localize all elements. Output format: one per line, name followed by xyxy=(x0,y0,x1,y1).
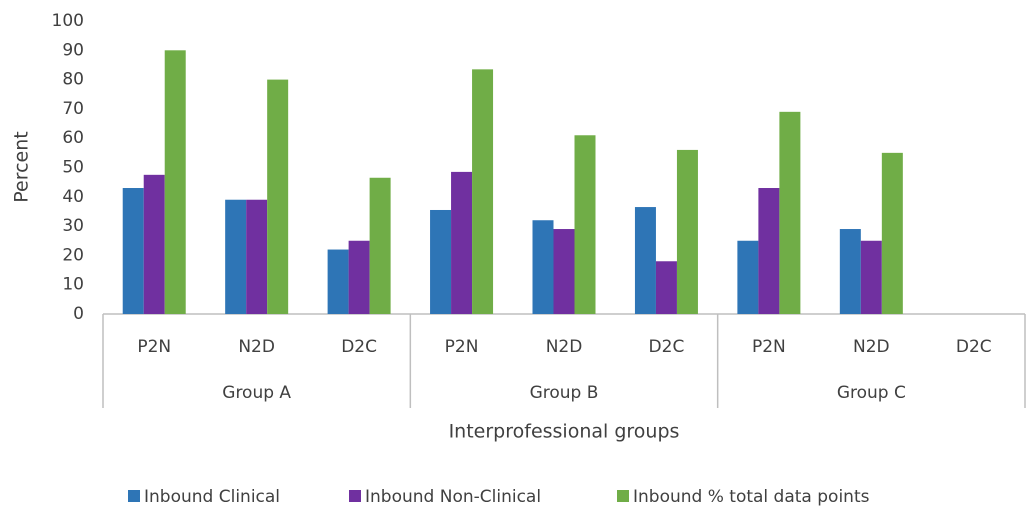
bar xyxy=(267,79,289,314)
group-label: Group A xyxy=(222,383,291,403)
legend-label: Inbound Clinical xyxy=(144,487,280,507)
bar xyxy=(451,171,473,314)
bar xyxy=(737,240,759,314)
bar xyxy=(246,199,268,314)
bar xyxy=(348,240,370,314)
x-tick-label: P2N xyxy=(445,337,479,357)
y-tick-label: 60 xyxy=(62,128,84,148)
bar xyxy=(225,199,247,314)
x-tick-label: D2C xyxy=(649,337,685,357)
legend-label: Inbound Non-Clinical xyxy=(365,487,541,507)
y-tick-label: 90 xyxy=(62,40,84,60)
legend-label: Inbound % total data points xyxy=(633,487,870,507)
bar xyxy=(676,149,698,314)
bar xyxy=(369,177,391,314)
bar xyxy=(860,240,882,314)
bar xyxy=(779,111,801,314)
bar xyxy=(574,135,596,314)
legend-swatch xyxy=(349,490,361,502)
y-tick-label: 40 xyxy=(62,187,84,207)
x-tick-label: N2D xyxy=(238,337,275,357)
y-tick-label: 80 xyxy=(62,70,84,90)
x-tick-label: D2C xyxy=(341,337,377,357)
bar xyxy=(655,261,677,314)
bar xyxy=(472,69,494,314)
y-tick-label: 30 xyxy=(62,216,84,236)
group-label: Group B xyxy=(530,383,599,403)
legend-swatch xyxy=(617,490,629,502)
bar xyxy=(758,188,780,314)
x-tick-label: P2N xyxy=(752,337,786,357)
bar xyxy=(143,174,165,314)
bar xyxy=(122,188,144,314)
bar xyxy=(634,207,656,314)
y-axis-title: Percent xyxy=(11,131,33,203)
bar xyxy=(164,50,186,315)
y-tick-label: 100 xyxy=(52,11,84,31)
bar xyxy=(839,229,861,314)
y-tick-label: 50 xyxy=(62,158,84,178)
x-tick-label: N2D xyxy=(546,337,583,357)
y-tick-label: 70 xyxy=(62,99,84,119)
bar xyxy=(430,209,452,314)
y-tick-label: 20 xyxy=(62,245,84,265)
x-axis-title: Interprofessional groups xyxy=(449,421,680,443)
x-tick-label: N2D xyxy=(853,337,890,357)
group-label: Group C xyxy=(837,383,906,403)
bar xyxy=(881,152,903,314)
bar xyxy=(553,229,575,314)
bar xyxy=(327,249,349,314)
x-tick-label: D2C xyxy=(956,337,992,357)
bar xyxy=(532,220,554,314)
legend-swatch xyxy=(128,490,140,502)
y-tick-label: 10 xyxy=(62,275,84,295)
x-tick-label: P2N xyxy=(137,337,171,357)
y-tick-label: 0 xyxy=(73,304,84,324)
